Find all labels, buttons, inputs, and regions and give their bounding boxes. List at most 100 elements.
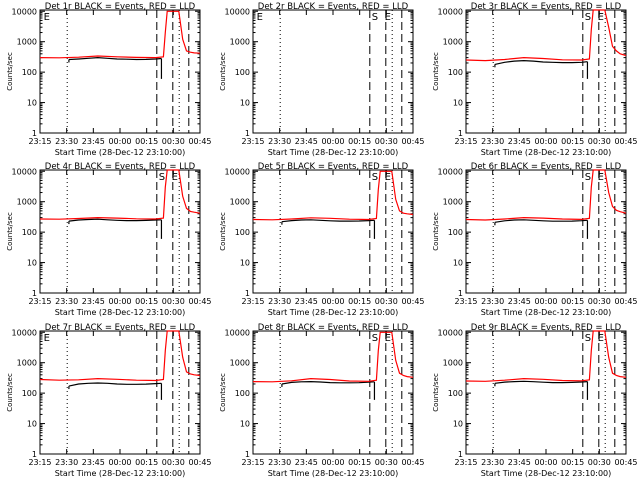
x-tick-label: 23:30 <box>55 297 78 306</box>
y-tick-label: 10 <box>240 259 250 268</box>
plot-frame <box>39 330 201 455</box>
x-tick-label: 00:45 <box>614 137 637 146</box>
y-tick-label: 10 <box>27 259 37 268</box>
y-axis-label: Counts/sec <box>219 373 227 412</box>
panel-title: Det 4r BLACK = Events, RED = LLD <box>45 162 196 172</box>
x-tick-label: 23:30 <box>55 137 78 146</box>
x-axis-label: Start Time (28-Dec-12 23:10:00) <box>268 148 399 157</box>
x-tick-label: 00:15 <box>561 297 584 306</box>
y-tick-label: 100 <box>235 228 250 237</box>
x-tick-label: 23:45 <box>508 137 531 146</box>
events-series-line <box>68 218 162 222</box>
detector-panel: Det 3r BLACK = Events, RED = LLD Counts/s… <box>432 2 638 157</box>
y-tick-label: 1 <box>458 450 463 459</box>
y-tick-label: 10 <box>27 420 37 429</box>
x-tick-label: 00:15 <box>561 137 584 146</box>
y-tick-label: 100 <box>22 68 37 77</box>
detector-panel: Det 7r BLACK = Events, RED = LLD Counts/s… <box>6 323 212 478</box>
y-tick-label: 1000 <box>443 359 463 368</box>
lld-series-line <box>39 330 201 382</box>
y-axis-label: Counts/sec <box>6 212 14 251</box>
event-marker-label: E <box>385 333 391 344</box>
y-tick-label: 1000 <box>17 359 37 368</box>
y-tick-label: 10000 <box>12 167 37 176</box>
x-tick-label: 23:45 <box>508 458 531 467</box>
x-tick-label: 00:00 <box>321 458 344 467</box>
x-tick-label: 00:45 <box>401 137 424 146</box>
lld-series-line <box>465 330 627 382</box>
x-tick-label: 23:15 <box>241 137 264 146</box>
plot-frame <box>252 330 414 455</box>
x-tick-label: 23:15 <box>454 137 477 146</box>
y-tick-label: 1 <box>32 289 37 298</box>
panel-title: Det 9r BLACK = Events, RED = LLD <box>471 323 622 333</box>
x-axis-label: Start Time (28-Dec-12 23:10:00) <box>268 308 399 317</box>
y-tick-label: 10000 <box>438 7 463 16</box>
x-tick-label: 23:30 <box>481 458 504 467</box>
y-tick-label: 10 <box>240 420 250 429</box>
y-axis-label: Counts/sec <box>6 52 14 91</box>
x-tick-label: 00:00 <box>534 297 557 306</box>
y-tick-label: 100 <box>448 228 463 237</box>
x-tick-label: 23:30 <box>481 137 504 146</box>
y-tick-label: 100 <box>22 228 37 237</box>
x-tick-label: 23:45 <box>295 137 318 146</box>
x-tick-label: 23:15 <box>28 458 51 467</box>
y-tick-label: 10000 <box>225 167 250 176</box>
x-axis-label: Start Time (28-Dec-12 23:10:00) <box>55 148 186 157</box>
panel-title: Det 8r BLACK = Events, RED = LLD <box>258 323 409 333</box>
x-tick-label: 00:45 <box>188 458 211 467</box>
lld-series-line <box>252 331 414 383</box>
x-tick-label: 00:30 <box>375 297 398 306</box>
y-tick-label: 10000 <box>438 328 463 337</box>
x-tick-label: 00:15 <box>135 137 158 146</box>
x-tick-label: 00:15 <box>561 458 584 467</box>
panel-title: Det 1r BLACK = Events, RED = LLD <box>45 2 196 12</box>
x-tick-label: 23:15 <box>241 297 264 306</box>
events-series-line <box>281 380 375 385</box>
event-marker-label: E <box>598 172 604 183</box>
panel-title: Det 2r BLACK = Events, RED = LLD <box>258 2 409 12</box>
x-tick-label: 23:30 <box>268 458 291 467</box>
event-marker-label: E <box>385 172 391 183</box>
detector-panel: Det 1r BLACK = Events, RED = LLD Counts/s… <box>6 2 212 157</box>
y-tick-label: 1 <box>245 129 250 138</box>
detector-panel: Det 6r BLACK = Events, RED = LLD Counts/s… <box>432 162 638 317</box>
event-marker-label: E <box>172 172 178 183</box>
x-tick-label: 23:15 <box>28 137 51 146</box>
event-marker-label: S <box>372 333 378 344</box>
x-tick-label: 00:45 <box>401 297 424 306</box>
x-tick-label: 00:30 <box>162 297 185 306</box>
y-tick-label: 100 <box>448 68 463 77</box>
x-tick-label: 00:00 <box>108 137 131 146</box>
y-tick-label: 100 <box>22 389 37 398</box>
x-axis-label: Start Time (28-Dec-12 23:10:00) <box>268 469 399 478</box>
y-tick-label: 1 <box>32 450 37 459</box>
x-tick-label: 00:15 <box>348 137 371 146</box>
event-marker-label: E <box>44 333 50 344</box>
x-tick-label: 00:30 <box>375 458 398 467</box>
y-tick-label: 10000 <box>12 328 37 337</box>
x-tick-label: 00:45 <box>188 137 211 146</box>
x-tick-label: 00:00 <box>534 458 557 467</box>
y-tick-label: 1000 <box>230 198 250 207</box>
y-tick-label: 1000 <box>230 359 250 368</box>
detector-panel: Det 2r BLACK = Events, RED = LLD Counts/s… <box>219 2 425 157</box>
plot-frame <box>465 9 627 134</box>
x-tick-label: 00:15 <box>348 458 371 467</box>
x-tick-label: 00:45 <box>614 458 637 467</box>
lld-series-line <box>465 169 627 221</box>
y-tick-label: 100 <box>235 68 250 77</box>
y-tick-label: 10000 <box>225 7 250 16</box>
y-tick-label: 100 <box>235 389 250 398</box>
y-tick-label: 10 <box>453 259 463 268</box>
event-marker-label: E <box>44 12 50 23</box>
x-tick-label: 00:15 <box>348 297 371 306</box>
x-tick-label: 23:30 <box>55 458 78 467</box>
x-tick-label: 23:30 <box>268 297 291 306</box>
x-tick-label: 23:15 <box>241 458 264 467</box>
y-tick-label: 1000 <box>443 198 463 207</box>
y-axis-label: Counts/sec <box>432 212 440 251</box>
event-marker-label: E <box>598 333 604 344</box>
event-marker-label: E <box>598 12 604 23</box>
